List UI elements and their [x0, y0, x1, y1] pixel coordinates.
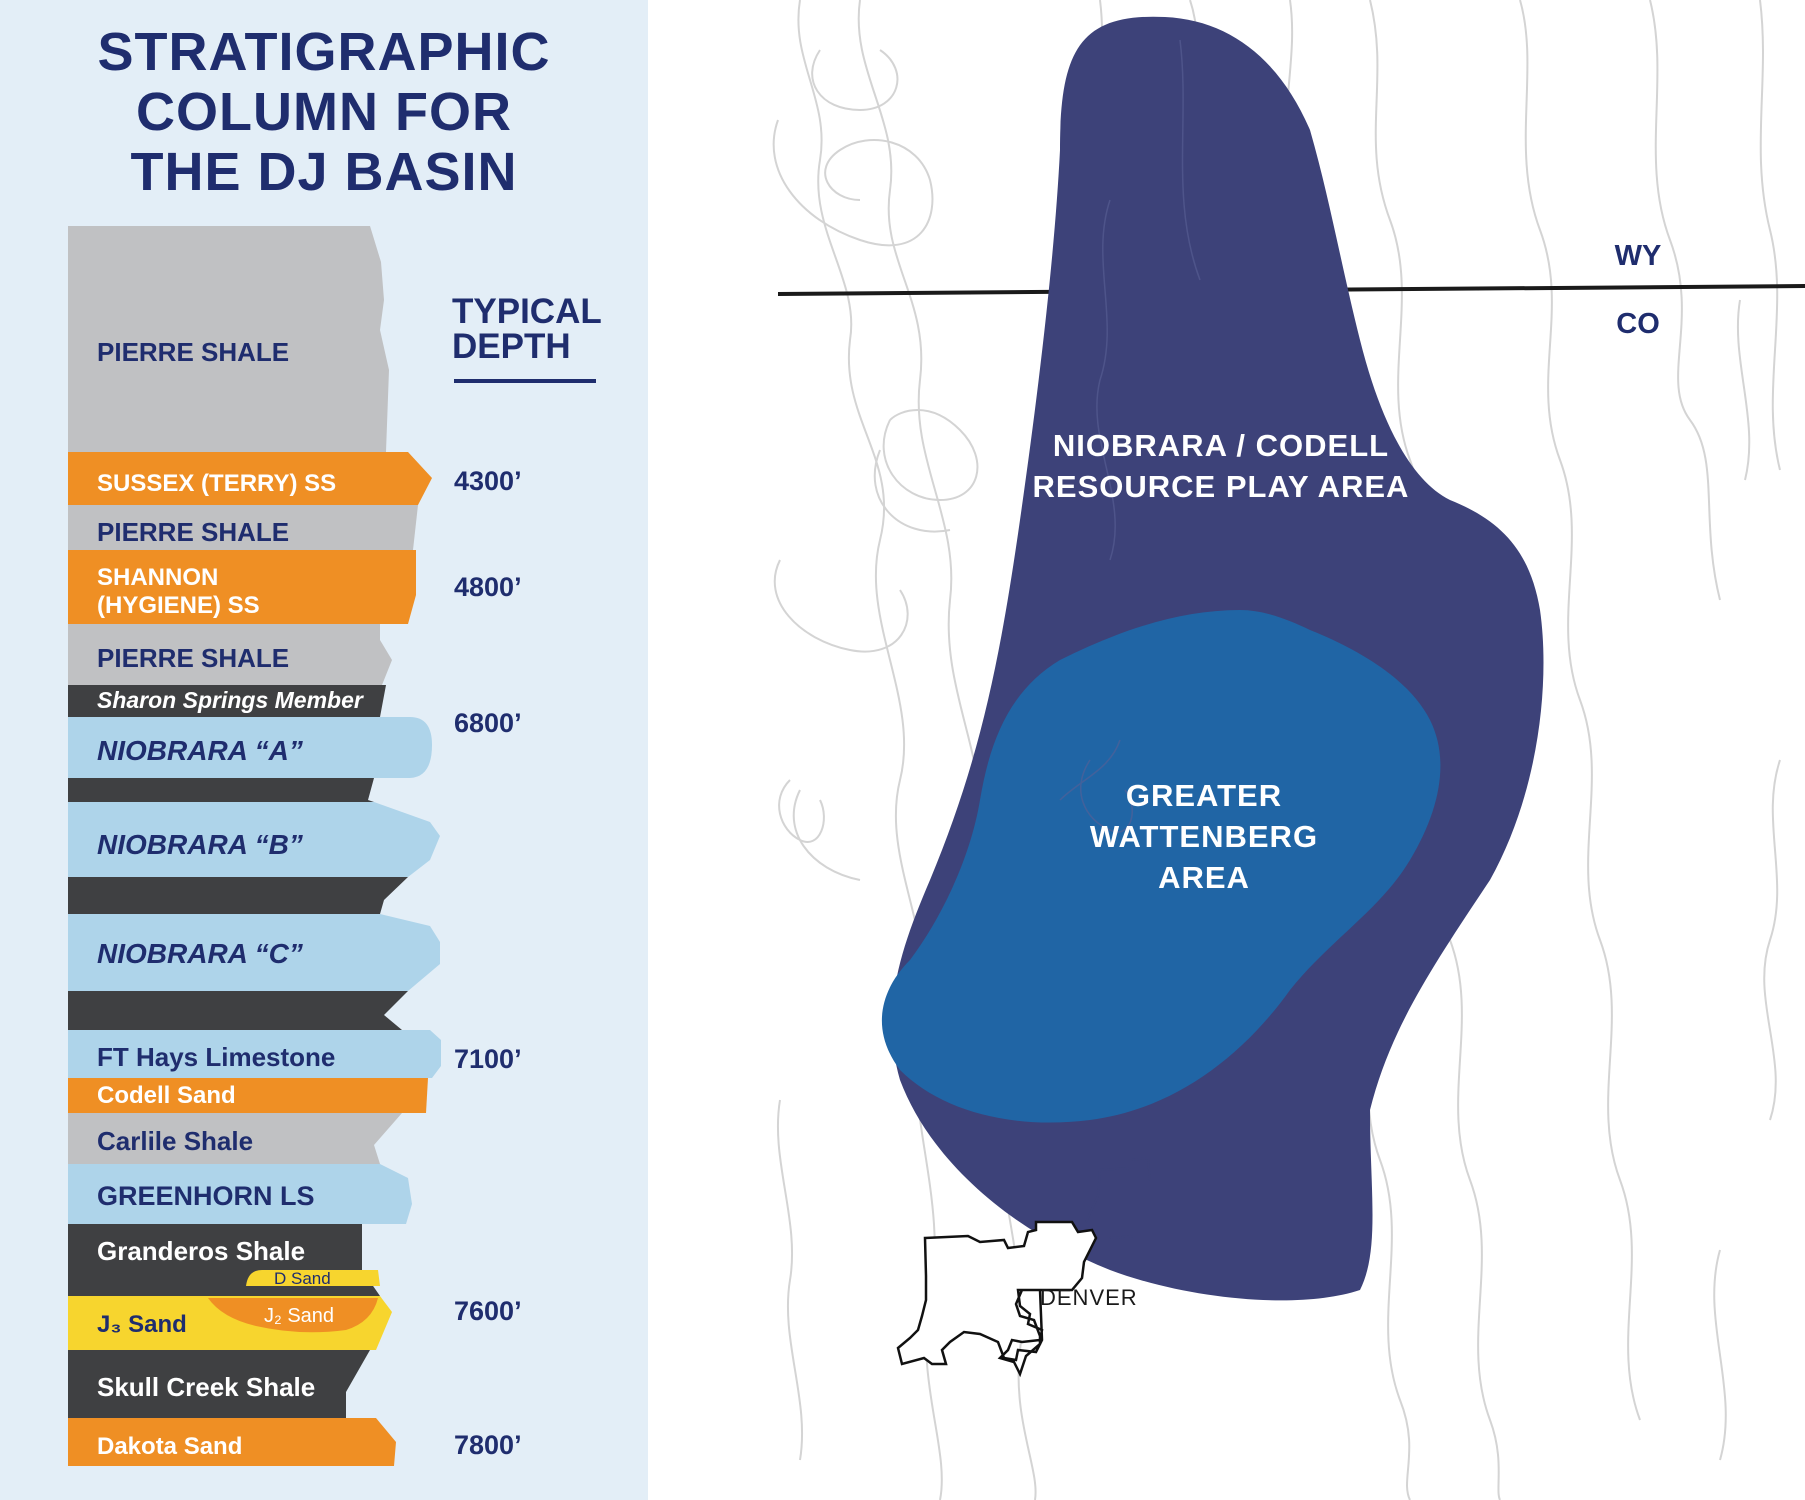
- layer-sharon-springs: [68, 685, 386, 717]
- layer-niobrara-c-label: NIOBRARA “C”: [97, 938, 303, 969]
- greater-wattenberg-area: [881, 610, 1441, 1123]
- depth-label-4300: 4300’: [454, 466, 522, 496]
- layer-sharon-springs-label: Sharon Springs Member: [97, 687, 364, 713]
- depth-header-line-1: TYPICAL: [452, 292, 602, 331]
- layer-dark-shale-2: [68, 877, 408, 914]
- layer-niobrara-b: [68, 802, 440, 877]
- layer-d-sand-label: D Sand: [274, 1269, 331, 1288]
- layer-granderos-label: Granderos Shale: [97, 1236, 305, 1266]
- depth-label-7800: 7800’: [454, 1430, 522, 1460]
- basin-map: WY CO NIOBRARA / CODELL RESOURCE PLAY AR…: [772, 0, 1805, 1500]
- layer-pierre-shale-3-label: PIERRE SHALE: [97, 643, 289, 673]
- depth-header-line-2: DEPTH: [452, 327, 571, 366]
- layer-niobrara-c: [68, 914, 440, 991]
- layer-codell-label: Codell Sand: [97, 1082, 236, 1109]
- layer-pierre-shale-2-label: PIERRE SHALE: [97, 517, 289, 547]
- layer-dakota-sand: [68, 1418, 396, 1466]
- layer-greenhorn-label: GREENHORN LS: [97, 1181, 315, 1211]
- state-label-wy: WY: [1615, 240, 1662, 272]
- layer-codell-sand: [68, 1078, 428, 1113]
- overlay-contours: [1059, 39, 1201, 833]
- layer-dark-shale-1: [68, 778, 374, 802]
- wattenberg-label-2: WATTENBERG: [1090, 819, 1318, 854]
- depth-header-underline: [454, 379, 596, 383]
- stratigraphic-column: PIERRE SHALE SUSSEX (TERRY) SS PIERRE SH…: [68, 226, 441, 1466]
- depth-label-7600: 7600’: [454, 1296, 522, 1326]
- layer-pierre-shale-1: [68, 226, 389, 452]
- layer-dakota-label: Dakota Sand: [97, 1433, 242, 1460]
- layer-j3-sand-label: J₃ Sand: [97, 1311, 187, 1338]
- depth-label-6800: 6800’: [454, 708, 522, 738]
- layer-dark-shale-3: [68, 991, 408, 1030]
- layer-greenhorn-limestone: [68, 1164, 412, 1224]
- denver-label: DENVER: [1040, 1285, 1138, 1310]
- state-label-co: CO: [1616, 308, 1660, 340]
- depth-label-4800: 4800’: [454, 572, 522, 602]
- layer-ft-hays-limestone: [68, 1030, 441, 1078]
- layer-skull-creek-label: Skull Creek Shale: [97, 1372, 315, 1402]
- layer-carlile-label: Carlile Shale: [97, 1126, 253, 1156]
- layer-carlile-shale: [68, 1113, 402, 1164]
- wattenberg-label-3: AREA: [1158, 860, 1250, 895]
- layer-pierre-shale-2: [68, 505, 418, 550]
- layer-niobrara-a: [68, 717, 432, 778]
- depth-label-7100: 7100’: [454, 1044, 522, 1074]
- layer-shannon-sandstone: [68, 550, 416, 624]
- layer-sussex-label: SUSSEX (TERRY) SS: [97, 470, 336, 497]
- layer-sussex-sandstone: [68, 452, 432, 505]
- play-area-label-1: NIOBRARA / CODELL: [1053, 428, 1389, 463]
- layer-skull-creek-shale: [68, 1350, 370, 1418]
- layer-pierre-shale-1-label: PIERRE SHALE: [97, 337, 289, 367]
- title-line-2: COLUMN FOR: [136, 82, 512, 142]
- denver-city-outline: [896, 1220, 1098, 1378]
- typical-depth-header: TYPICAL DEPTH: [452, 294, 602, 364]
- metro-boundary: [1085, 1156, 1171, 1239]
- layer-j2-sand-label: J₂ Sand: [264, 1305, 334, 1327]
- layer-niobrara-a-label: NIOBRARA “A”: [97, 735, 303, 766]
- layer-ft-hays-label: FT Hays Limestone: [97, 1042, 335, 1072]
- layer-shannon-label-1: SHANNON: [97, 564, 218, 591]
- layer-j2-sand: [208, 1298, 378, 1333]
- layer-d-sand: [246, 1270, 380, 1286]
- play-area-label-2: RESOURCE PLAY AREA: [1033, 469, 1410, 504]
- page-title: STRATIGRAPHIC COLUMN FOR THE DJ BASIN: [40, 22, 608, 202]
- layer-shannon-label-2: (HYGIENE) SS: [97, 592, 260, 619]
- layer-pierre-shale-3: [68, 624, 392, 685]
- wattenberg-label-1: GREATER: [1126, 778, 1282, 813]
- title-line-1: STRATIGRAPHIC: [97, 22, 551, 82]
- layer-niobrara-b-label: NIOBRARA “B”: [97, 829, 303, 860]
- title-line-3: THE DJ BASIN: [130, 142, 518, 202]
